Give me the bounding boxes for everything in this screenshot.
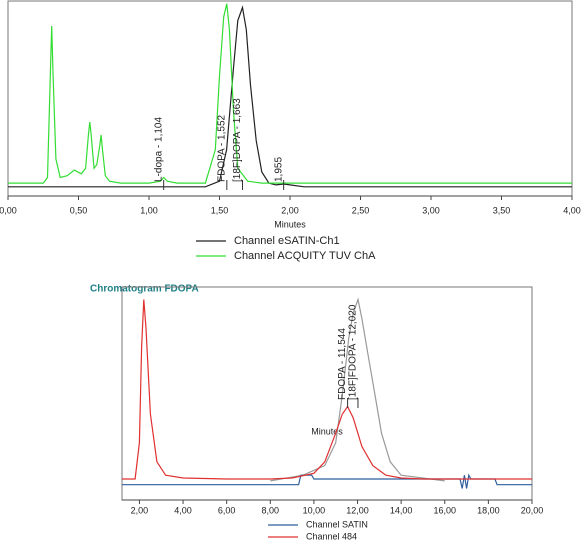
x-tick-label: 1,00	[140, 205, 158, 215]
x-tick-label: 2,00	[281, 205, 299, 215]
annotation: FDOPA - 1,552	[216, 114, 227, 182]
x-tick-label: 0,00	[0, 205, 17, 215]
x-tick-label: 3,00	[422, 205, 440, 215]
annotation: L-dopa - 1,104	[153, 117, 164, 182]
annotation: [18F]DOPA - 1,663	[232, 98, 243, 182]
x-tick-label: 4,00	[174, 505, 192, 515]
legend-label: Channel eSATIN-Ch1	[234, 235, 340, 247]
x-tick-label: 8,00	[262, 505, 280, 515]
x-tick-label: 14,00	[390, 505, 413, 515]
x-tick-label: 4,00	[563, 205, 581, 215]
series-line	[8, 3, 572, 184]
plot-frame	[121, 286, 533, 501]
chart-title: Chromatogram FDOPA	[90, 284, 199, 295]
legend-label: Channel ACQUITY TUV ChA	[234, 250, 376, 262]
series-line	[122, 473, 532, 489]
x-tick-label: 12,00	[346, 505, 369, 515]
x-tick-label: 6,00	[218, 505, 236, 515]
annotation: FDOPA - 11,544	[337, 328, 348, 400]
x-tick-label: 0,50	[70, 205, 88, 215]
annotation: [18F]FDOPA - 12,020	[348, 304, 359, 400]
plot-frame	[7, 0, 573, 197]
x-tick-label: 2,50	[352, 205, 370, 215]
annotation: 1,955	[273, 157, 284, 182]
x-tick-label: 3,50	[493, 205, 511, 215]
x-tick-label: 18,00	[477, 505, 500, 515]
x-tick-label: 10,00	[303, 505, 326, 515]
x-tick-label: 2,00	[131, 505, 149, 515]
x-axis-label: Minutes	[274, 219, 306, 229]
series-line	[270, 297, 445, 482]
x-tick-label: 1,50	[211, 205, 229, 215]
series-line	[122, 299, 532, 480]
legend-label: Channel SATIN	[306, 519, 368, 529]
series-line	[8, 5, 572, 188]
x-axis-label: Minutes	[311, 426, 343, 436]
legend-label: Channel 484	[306, 531, 357, 541]
x-tick-label: 16,00	[434, 505, 457, 515]
x-tick-label: 20,00	[521, 505, 544, 515]
